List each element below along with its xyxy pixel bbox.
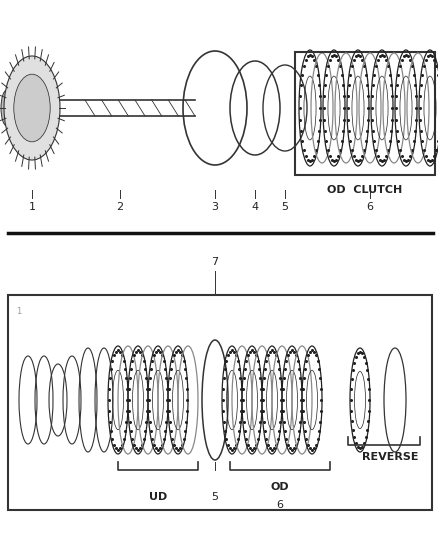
Ellipse shape — [1, 90, 13, 126]
Text: 6: 6 — [367, 202, 374, 212]
Bar — [295, 52, 435, 175]
Text: 3: 3 — [212, 202, 219, 212]
Bar — [8, 295, 432, 510]
Text: OD  CLUTCH: OD CLUTCH — [327, 185, 403, 195]
Text: 7: 7 — [212, 257, 219, 267]
Text: 1: 1 — [16, 307, 21, 316]
Ellipse shape — [4, 56, 60, 160]
Text: 1: 1 — [28, 202, 35, 212]
Text: REVERSE: REVERSE — [362, 452, 418, 462]
Text: OD: OD — [271, 482, 290, 492]
Text: 4: 4 — [251, 202, 258, 212]
Text: UD: UD — [149, 492, 167, 502]
Text: 5: 5 — [282, 202, 289, 212]
Ellipse shape — [14, 74, 50, 142]
Text: 6: 6 — [276, 500, 283, 510]
Text: 5: 5 — [212, 492, 219, 502]
Text: 2: 2 — [117, 202, 124, 212]
